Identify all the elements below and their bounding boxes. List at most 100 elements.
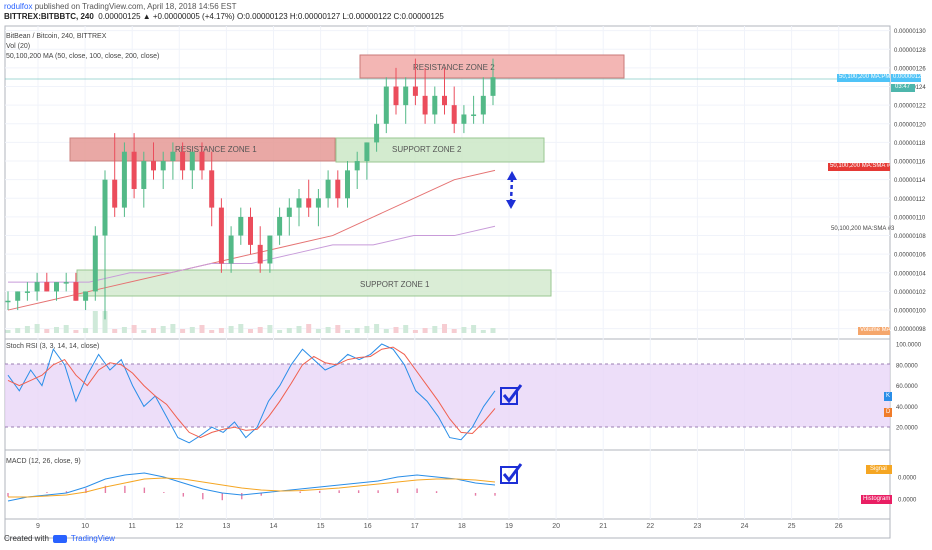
- candle-body: [471, 114, 477, 116]
- macd-line: [7, 472, 496, 502]
- volume-bar: [44, 329, 50, 333]
- volume-bar: [383, 329, 389, 333]
- support-zone-1: [76, 269, 552, 297]
- candle-body: [306, 198, 312, 208]
- support-zone-2: [335, 137, 545, 163]
- double-arrow-icon: [506, 171, 517, 209]
- volume-bar: [73, 330, 79, 333]
- macd-tick-label: 0.0000: [898, 476, 917, 482]
- price-tick-label: 0.00000120: [894, 122, 926, 128]
- price-tick-label: 0.00000128: [894, 48, 926, 54]
- x-tick-label: 20: [552, 523, 560, 530]
- candle-body: [92, 235, 98, 292]
- author-link[interactable]: rodulfox: [4, 2, 33, 11]
- price-tick-label: 0.00000118: [894, 141, 926, 147]
- candle-body: [238, 216, 244, 236]
- volume-bar: [83, 328, 89, 333]
- ma-pm-badge: [837, 74, 890, 82]
- candle-body: [160, 161, 166, 171]
- x-tick-label: 25: [788, 523, 796, 530]
- volume-bar: [131, 325, 137, 333]
- candle-body: [248, 216, 253, 245]
- d-label: D: [886, 409, 891, 415]
- candle-body: [286, 207, 292, 217]
- volume-bar: [267, 325, 273, 333]
- volume-bar: [257, 327, 263, 333]
- candle-body: [267, 235, 273, 264]
- x-tick-label: 19: [505, 523, 513, 530]
- publish-info: rodulfox published on TradingView.com, A…: [4, 2, 236, 11]
- volume-bar: [403, 325, 409, 333]
- price-tick-label: 0.00000126: [894, 66, 926, 72]
- volume-bar: [170, 324, 176, 333]
- publish-text: published on TradingView.com, April 18, …: [34, 2, 237, 11]
- volume-bar: [228, 326, 234, 333]
- ma-legend: 50,100,200 MA (50, close, 100, close, 20…: [6, 53, 160, 60]
- stoch-tick-label: 40.0000: [896, 405, 918, 411]
- price-tick-label: 0.00000112: [894, 197, 926, 203]
- macd-tick-label: 0.0000: [898, 498, 917, 504]
- candle-body: [277, 216, 283, 236]
- candle-body: [131, 151, 137, 189]
- volume-bar: [248, 329, 253, 333]
- candle-body: [412, 86, 418, 96]
- candle-body: [189, 151, 195, 171]
- countdown-badge: [891, 84, 915, 92]
- signal-badge: [866, 465, 892, 474]
- stoch-band: [5, 364, 890, 427]
- countdown-label: 03:47: [895, 84, 911, 90]
- candle-body: [54, 282, 59, 292]
- candle-body: [325, 179, 331, 199]
- d-badge: [884, 408, 892, 417]
- sma1-badge: [828, 163, 890, 171]
- x-tick-label: 17: [411, 523, 419, 530]
- candle-body: [83, 291, 89, 301]
- x-tick-label: 26: [835, 523, 843, 530]
- volume-bar: [296, 326, 302, 333]
- support-zone-1-label: SUPPORT ZONE 1: [360, 280, 430, 289]
- price-tick-label: 0.00000106: [894, 253, 926, 259]
- vol-legend: Vol (20): [6, 43, 31, 50]
- volume-bar: [451, 329, 457, 333]
- candle-body: [218, 207, 224, 264]
- volume-bar: [277, 330, 283, 333]
- candle-body: [24, 291, 30, 293]
- volume-bar: [354, 328, 360, 333]
- volume-bar: [442, 324, 447, 333]
- sma3-line: [8, 225, 496, 283]
- x-tick-label: 11: [129, 523, 136, 530]
- volume-bar: [412, 330, 418, 333]
- price-label: 0.00000125: [893, 74, 925, 80]
- candle-body: [422, 95, 428, 115]
- stoch-legend: Stoch RSI (3, 3, 14, 14, close): [6, 343, 100, 350]
- candle-body: [354, 161, 360, 171]
- volume-bar: [160, 326, 166, 333]
- x-tick-label: 10: [81, 523, 89, 530]
- volume-bar: [24, 326, 30, 333]
- volume-bar: [471, 325, 477, 333]
- stoch-tick-label: 20.0000: [896, 426, 918, 432]
- volume-bar: [34, 324, 40, 333]
- x-tick-label: 21: [599, 523, 607, 530]
- candle-body: [151, 161, 156, 171]
- candle-body: [199, 151, 205, 171]
- volume-bar: [141, 330, 147, 333]
- candle-body: [180, 151, 186, 171]
- stoch-check-icon: [500, 384, 523, 405]
- signal-label: Signal: [870, 466, 887, 472]
- x-tick-label: 15: [317, 523, 325, 530]
- candle-body: [403, 86, 409, 106]
- volume-bar: [422, 328, 428, 333]
- price-tick-label: 0.00000130: [894, 29, 926, 35]
- tradingview-link[interactable]: TradingView: [70, 534, 115, 543]
- volume-bar: [364, 326, 370, 333]
- candle-body: [34, 282, 40, 292]
- price-badge: [891, 74, 921, 82]
- candle-body: [102, 179, 108, 236]
- resistance-zone-1-label: RESISTANCE ZONE 1: [175, 145, 257, 154]
- candle-body: [442, 95, 447, 106]
- candle-body: [374, 123, 380, 143]
- volume-bar: [180, 329, 186, 333]
- price-tick-label: 0.00000122: [894, 104, 926, 110]
